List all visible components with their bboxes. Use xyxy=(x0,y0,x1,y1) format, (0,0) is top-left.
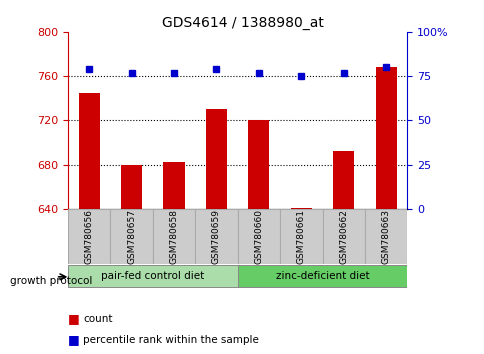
Text: GSM780658: GSM780658 xyxy=(169,209,178,264)
FancyBboxPatch shape xyxy=(68,209,110,264)
Text: count: count xyxy=(83,314,113,324)
FancyBboxPatch shape xyxy=(237,265,407,287)
Text: percentile rank within the sample: percentile rank within the sample xyxy=(83,335,259,345)
FancyBboxPatch shape xyxy=(237,209,280,264)
FancyBboxPatch shape xyxy=(322,209,364,264)
FancyBboxPatch shape xyxy=(152,209,195,264)
Bar xyxy=(290,208,311,209)
Bar xyxy=(121,165,142,209)
Bar xyxy=(78,93,100,209)
Bar xyxy=(333,152,354,209)
FancyBboxPatch shape xyxy=(68,265,237,287)
Text: GSM780661: GSM780661 xyxy=(296,209,305,264)
Text: ■: ■ xyxy=(68,333,79,346)
Text: GSM780662: GSM780662 xyxy=(338,209,348,264)
Text: pair-fed control diet: pair-fed control diet xyxy=(101,271,204,281)
Text: GSM780663: GSM780663 xyxy=(381,209,390,264)
FancyBboxPatch shape xyxy=(280,209,322,264)
Text: GSM780657: GSM780657 xyxy=(127,209,136,264)
Text: GDS4614 / 1388980_at: GDS4614 / 1388980_at xyxy=(161,16,323,30)
Bar xyxy=(163,162,184,209)
Text: ■: ■ xyxy=(68,312,79,325)
Bar xyxy=(375,67,396,209)
Bar xyxy=(205,109,227,209)
Text: zinc-deficient diet: zinc-deficient diet xyxy=(275,271,369,281)
Text: growth protocol: growth protocol xyxy=(10,276,92,286)
FancyBboxPatch shape xyxy=(364,209,407,264)
Text: GSM780660: GSM780660 xyxy=(254,209,263,264)
Text: GSM780659: GSM780659 xyxy=(212,209,221,264)
FancyBboxPatch shape xyxy=(195,209,237,264)
FancyBboxPatch shape xyxy=(110,209,152,264)
Text: GSM780656: GSM780656 xyxy=(84,209,93,264)
Bar xyxy=(248,120,269,209)
